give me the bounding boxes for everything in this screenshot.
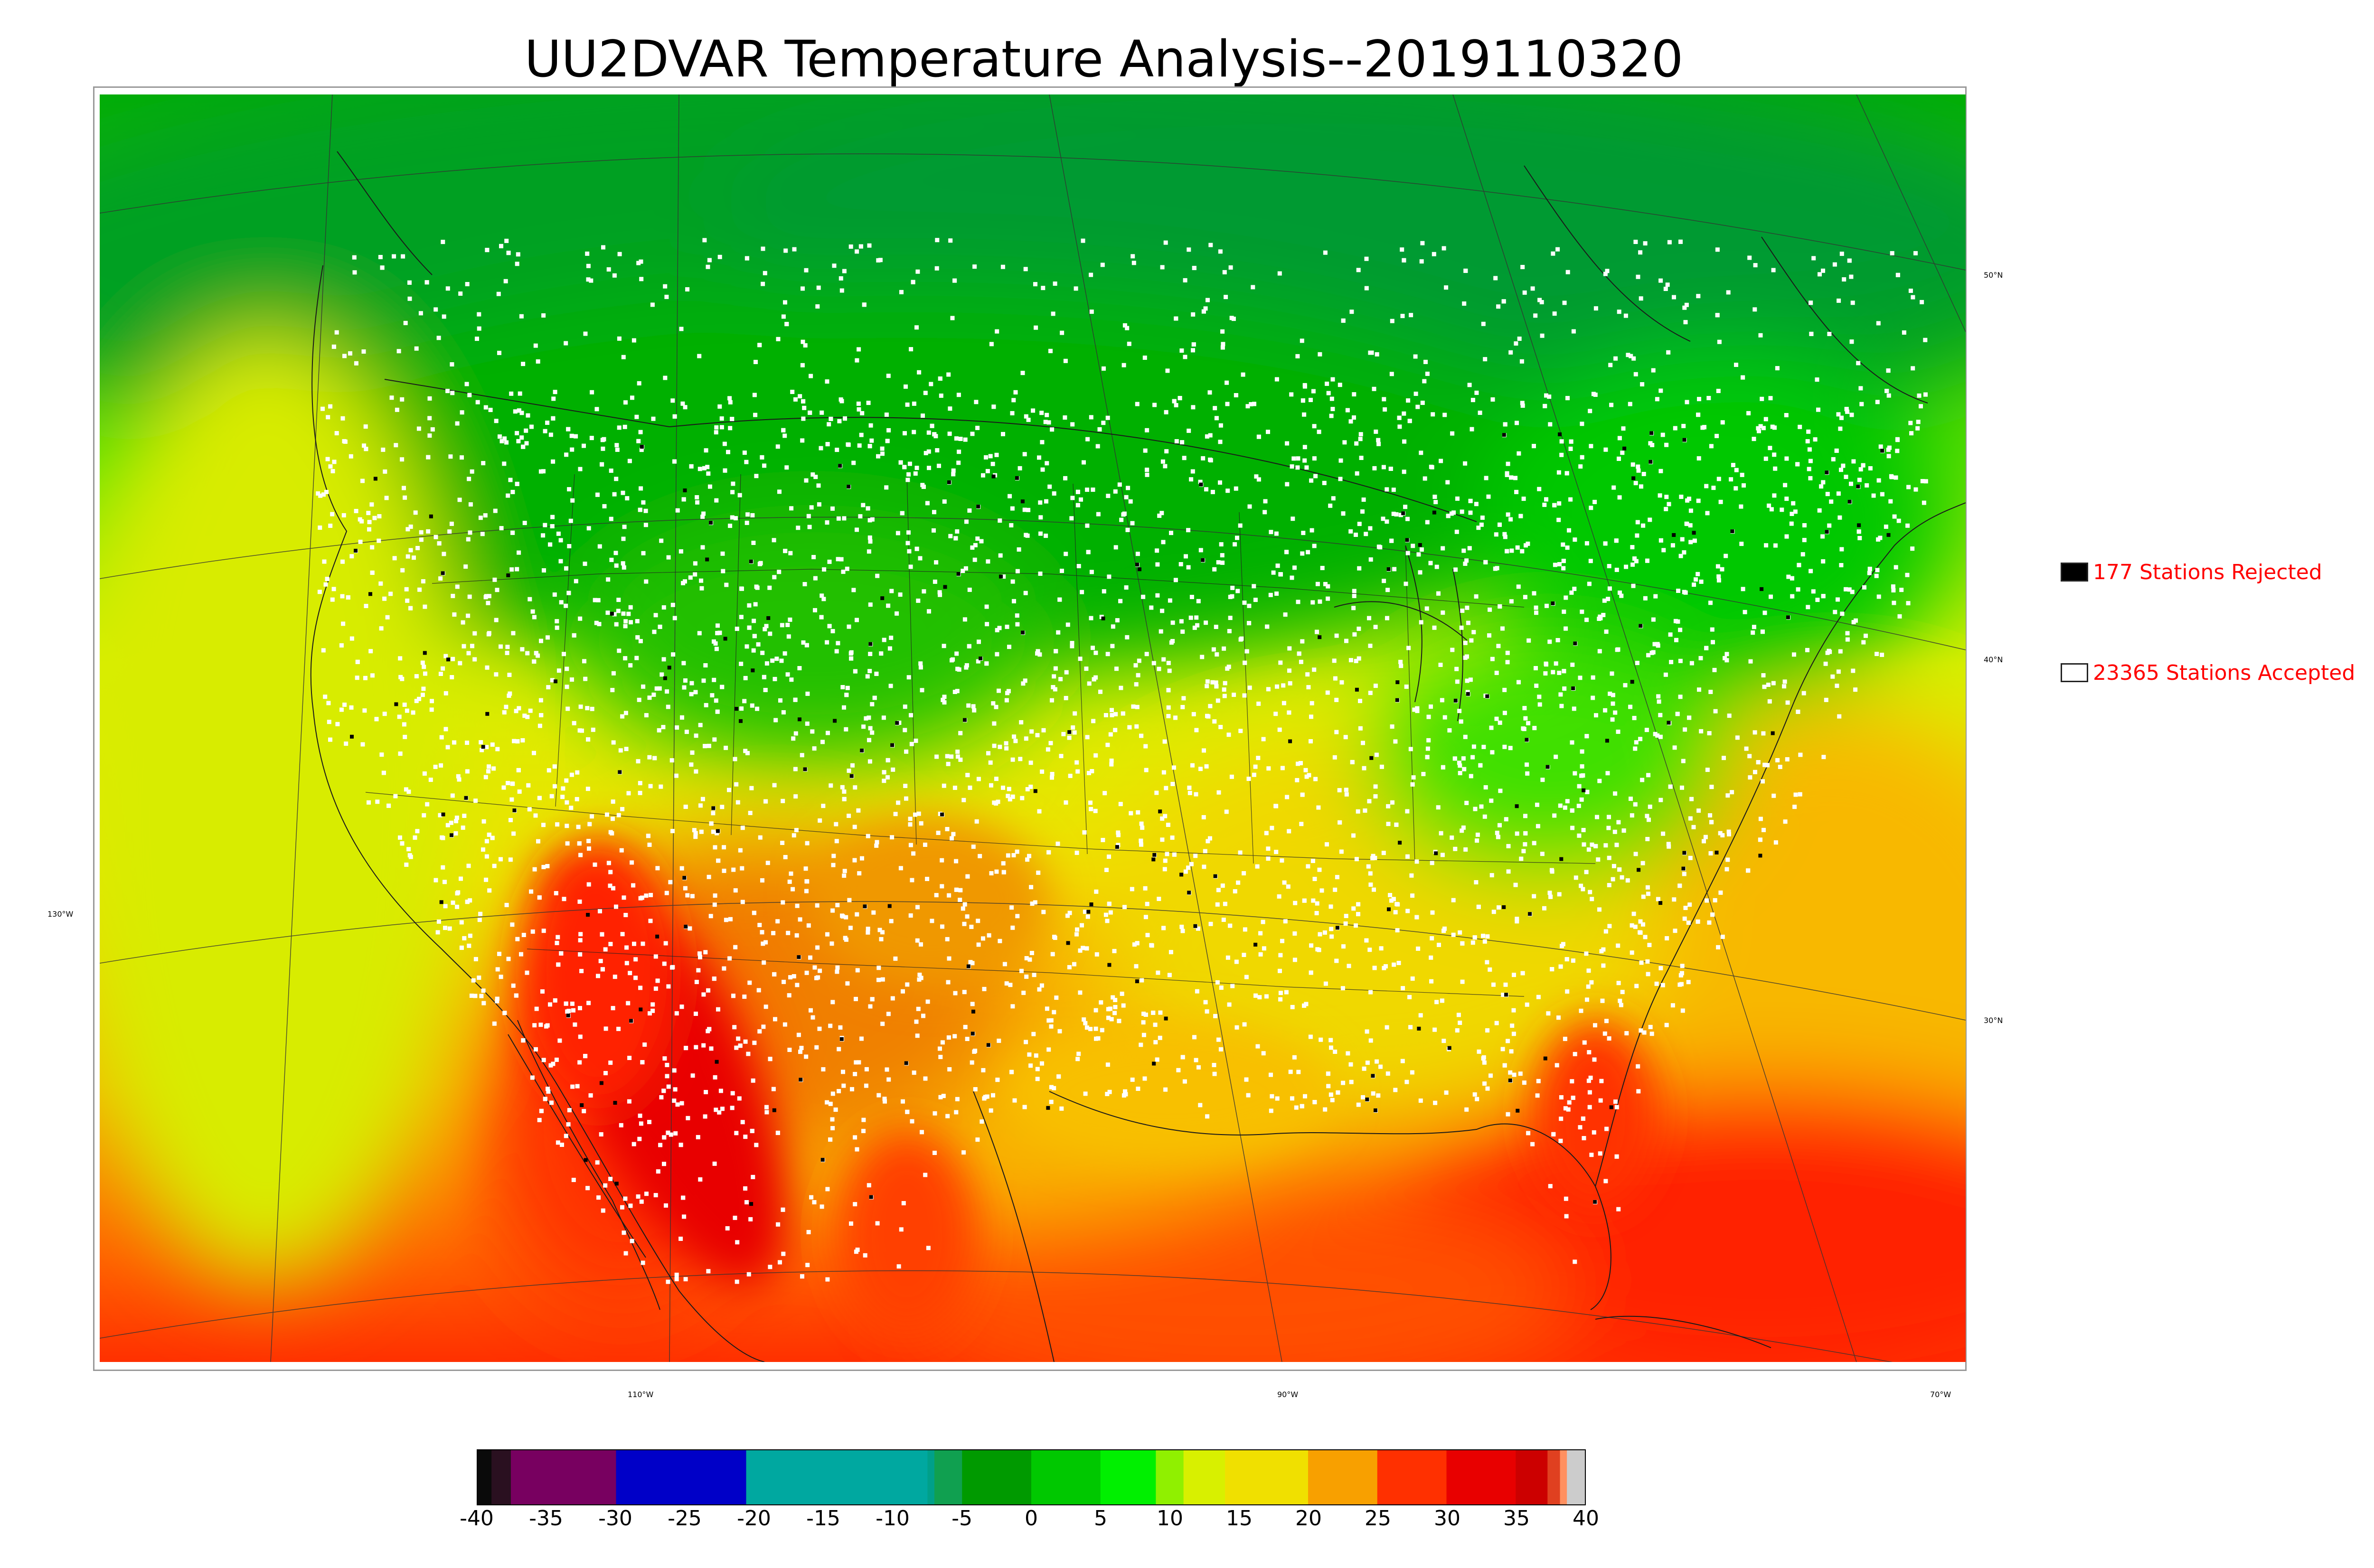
lon-label-70w: 70°W (1930, 1390, 1951, 1399)
colorbar-tick-label: -15 (806, 1506, 840, 1530)
colorbar-tick-label: 10 (1157, 1506, 1183, 1530)
colorbar-tick-label: 5 (1094, 1506, 1107, 1530)
colorbar-tick-label: -40 (460, 1506, 494, 1530)
legend-swatch-accepted (2061, 663, 2088, 682)
lon-label-130w: 130°W (47, 910, 74, 919)
colorbar-tick-label: 25 (1365, 1506, 1391, 1530)
lon-label-110w: 110°W (628, 1390, 654, 1399)
lon-label-90w: 90°W (1277, 1390, 1299, 1399)
lat-label-50n: 50°N (1984, 271, 2003, 280)
colorbar-segment (746, 1450, 928, 1504)
colorbar-segment (1156, 1450, 1184, 1504)
colorbar-segment (927, 1450, 935, 1504)
legend-label-accepted: 23365 Stations Accepted (2093, 660, 2355, 685)
lat-label-30n: 30°N (1984, 1016, 2003, 1025)
lat-label-40n: 40°N (1984, 655, 2003, 664)
stations-rejected (350, 431, 1891, 1206)
colorbar-segment (1567, 1450, 1585, 1504)
colorbar-segment (1031, 1450, 1101, 1504)
graticule-lines (100, 94, 1966, 1362)
colorbar-tick-label: 0 (1025, 1506, 1038, 1530)
colorbar-tick-label: 40 (1573, 1506, 1599, 1530)
colorbar-tick-label: 15 (1226, 1506, 1253, 1530)
colorbar-tick-label: -30 (598, 1506, 632, 1530)
colorbar-tick-label: 20 (1295, 1506, 1322, 1530)
colorbar-tick-label: -10 (876, 1506, 910, 1530)
page-title: UU2DVAR Temperature Analysis--2019110320 (524, 30, 1684, 88)
colorbar-segment (1446, 1450, 1516, 1504)
colorbar-segment (1377, 1450, 1447, 1504)
colorbar-tick-label: -35 (529, 1506, 563, 1530)
colorbar-segment (1225, 1450, 1309, 1504)
legend-accepted: 23365 Stations Accepted (2061, 661, 2355, 685)
colorbar-segment (962, 1450, 1032, 1504)
colorbar-segment (491, 1450, 511, 1504)
colorbar-segment (1183, 1450, 1225, 1504)
hot-regions (522, 816, 1657, 1338)
colorbar-segment (1560, 1450, 1567, 1504)
colorbar-tick-label: -5 (951, 1506, 972, 1530)
state-borders (365, 474, 1596, 997)
colorbar-segment (1516, 1450, 1548, 1504)
colorbar-tick-label: 30 (1434, 1506, 1460, 1530)
colorbar-tick-label: -25 (668, 1506, 702, 1530)
temperature-colorbar (477, 1449, 1586, 1505)
colorbar-segment (1308, 1450, 1378, 1504)
temperature-analysis-map[interactable] (100, 94, 1966, 1362)
legend-swatch-rejected (2061, 563, 2088, 582)
colorbar-segment (478, 1450, 492, 1504)
colorbar-segment (510, 1450, 616, 1504)
colorbar-segment (1100, 1450, 1156, 1504)
legend-label-rejected: 177 Stations Rejected (2093, 560, 2322, 584)
stations-accepted (316, 238, 1928, 1284)
legend-rejected: 177 Stations Rejected (2061, 560, 2322, 584)
colorbar-tick-label: 35 (1503, 1506, 1530, 1530)
colorbar-segment (616, 1450, 747, 1504)
colorbar-segment (934, 1450, 962, 1504)
colorbar-segment (1547, 1450, 1561, 1504)
colorbar-tick-label: -20 (737, 1506, 771, 1530)
